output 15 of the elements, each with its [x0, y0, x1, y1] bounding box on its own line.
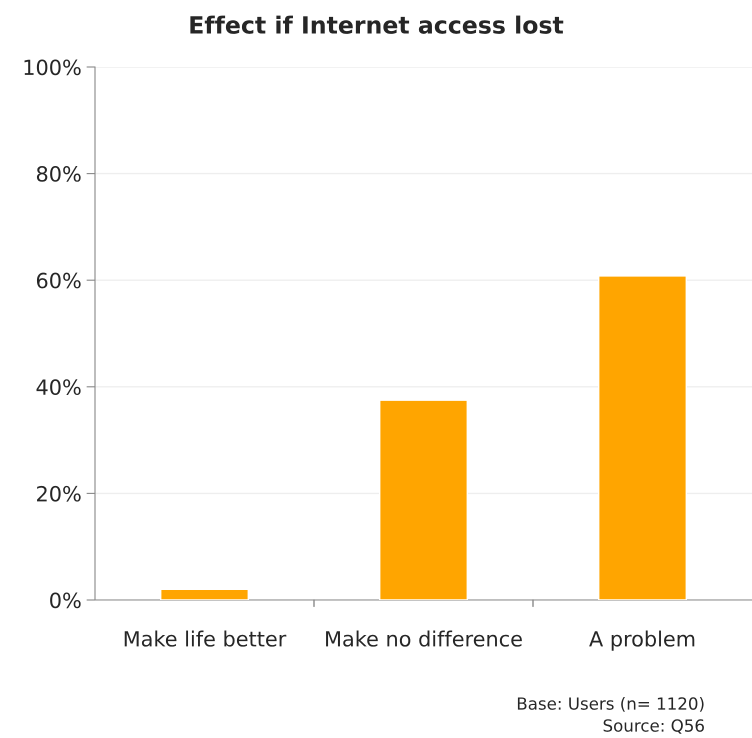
- bar: [379, 399, 468, 600]
- source-note: Source: Q56: [604, 719, 704, 734]
- bar: [160, 588, 249, 600]
- x-tick-label: A problem: [589, 630, 694, 651]
- x-tick-label: Make life better: [124, 630, 286, 647]
- y-tick-label: 100%: [24, 59, 81, 76]
- y-tick-label: 0%: [50, 592, 81, 608]
- y-tick-label: 80%: [36, 166, 81, 182]
- y-tick-label: 40%: [36, 379, 81, 396]
- bar: [598, 275, 687, 600]
- y-tick-label: 20%: [37, 486, 81, 502]
- x-tick-label: Make no difference: [326, 630, 522, 647]
- chart-title: Effect if Internet access lost: [190, 16, 564, 34]
- text: Base: Users (n= 1120): [518, 696, 704, 712]
- y-tick-label: 60%: [36, 272, 81, 288]
